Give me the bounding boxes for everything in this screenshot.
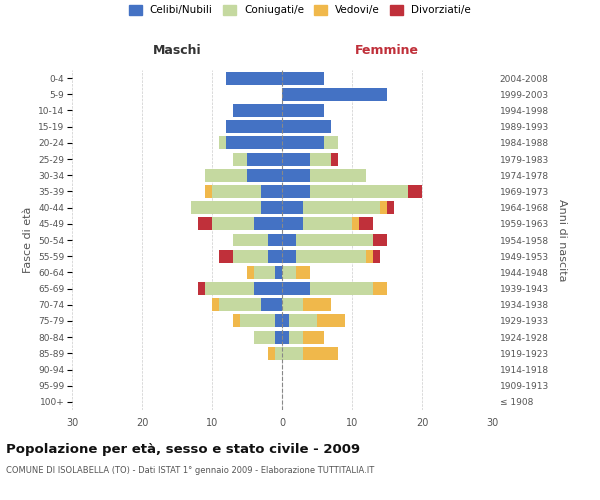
Bar [296,266,310,279]
Bar [303,201,380,214]
Bar [282,266,296,279]
Bar [275,347,282,360]
Bar [282,282,310,295]
Bar [261,298,282,311]
Bar [268,234,282,246]
Text: Maschi: Maschi [152,44,202,58]
Text: Femmine: Femmine [355,44,419,58]
Bar [254,282,282,295]
Bar [303,347,338,360]
Bar [282,88,387,101]
Bar [233,250,268,262]
Bar [310,169,366,181]
Bar [282,104,324,117]
Bar [254,218,282,230]
Text: Popolazione per età, sesso e stato civile - 2009: Popolazione per età, sesso e stato civil… [6,442,360,456]
Bar [198,282,205,295]
Bar [310,185,408,198]
Bar [282,330,289,344]
Bar [282,218,303,230]
Bar [282,136,324,149]
Bar [282,152,310,166]
Bar [233,234,268,246]
Bar [373,234,387,246]
Bar [408,185,422,198]
Bar [247,266,254,279]
Bar [212,218,254,230]
Bar [219,136,226,149]
Bar [366,250,373,262]
Bar [282,347,303,360]
Bar [380,201,387,214]
Bar [282,120,331,133]
Bar [282,169,310,181]
Bar [275,266,282,279]
Bar [324,136,338,149]
Bar [233,152,247,166]
Bar [331,152,338,166]
Bar [373,250,380,262]
Bar [282,72,324,85]
Bar [310,152,331,166]
Bar [303,298,331,311]
Bar [205,169,247,181]
Bar [282,250,296,262]
Bar [212,298,219,311]
Bar [282,234,296,246]
Bar [387,201,394,214]
Legend: Celibi/Nubili, Coniugati/e, Vedovi/e, Divorziati/e: Celibi/Nubili, Coniugati/e, Vedovi/e, Di… [129,5,471,15]
Bar [282,314,289,328]
Bar [205,185,212,198]
Bar [289,314,317,328]
Bar [198,218,212,230]
Bar [296,234,373,246]
Bar [317,314,345,328]
Y-axis label: Fasce di età: Fasce di età [23,207,32,273]
Bar [282,185,310,198]
Bar [303,218,352,230]
Bar [289,330,303,344]
Bar [282,298,303,311]
Text: COMUNE DI ISOLABELLA (TO) - Dati ISTAT 1° gennaio 2009 - Elaborazione TUTTITALIA: COMUNE DI ISOLABELLA (TO) - Dati ISTAT 1… [6,466,374,475]
Bar [254,266,275,279]
Bar [226,136,282,149]
Bar [233,104,282,117]
Bar [275,314,282,328]
Bar [268,347,275,360]
Bar [233,314,240,328]
Bar [247,169,282,181]
Bar [191,201,261,214]
Bar [226,120,282,133]
Bar [261,185,282,198]
Bar [359,218,373,230]
Bar [275,330,282,344]
Bar [247,152,282,166]
Bar [261,201,282,214]
Bar [219,298,261,311]
Bar [205,282,254,295]
Bar [373,282,387,295]
Bar [268,250,282,262]
Bar [310,282,373,295]
Bar [240,314,275,328]
Bar [303,330,324,344]
Bar [352,218,359,230]
Bar [254,330,275,344]
Y-axis label: Anni di nascita: Anni di nascita [557,198,567,281]
Bar [282,201,303,214]
Bar [226,72,282,85]
Bar [219,250,233,262]
Bar [296,250,366,262]
Bar [212,185,261,198]
